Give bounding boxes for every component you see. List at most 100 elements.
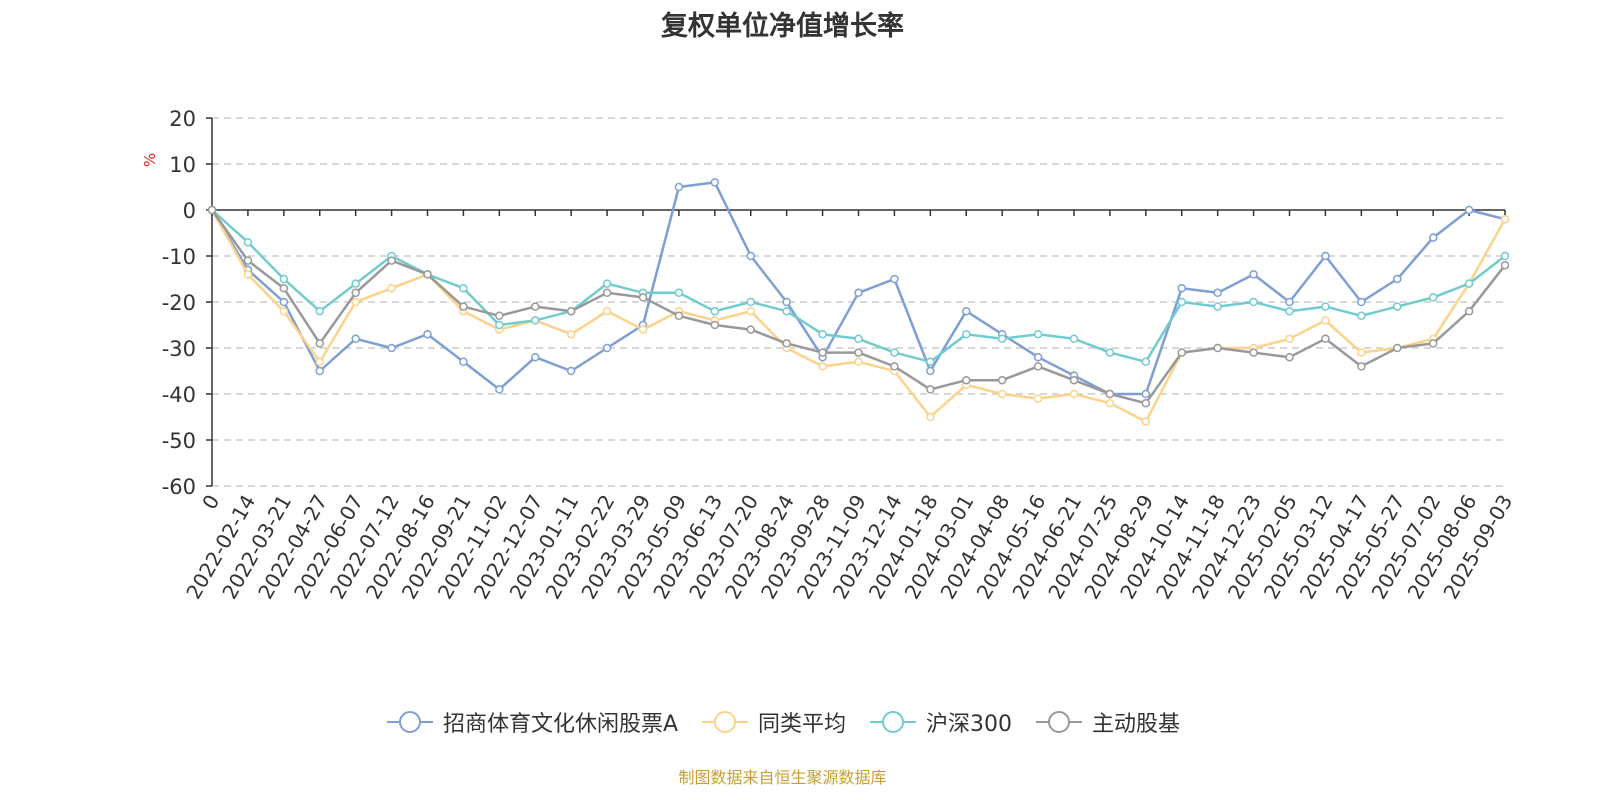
data-point[interactable] — [279, 283, 289, 293]
data-point[interactable] — [531, 352, 540, 362]
data-point[interactable] — [1285, 334, 1294, 344]
data-point[interactable] — [1213, 343, 1222, 353]
data-point[interactable] — [1213, 288, 1222, 298]
data-point[interactable] — [1321, 302, 1330, 311]
data-point[interactable] — [602, 288, 612, 298]
data-point[interactable] — [279, 306, 289, 316]
data-point[interactable] — [997, 375, 1007, 385]
data-point[interactable] — [674, 311, 684, 321]
data-point[interactable] — [423, 270, 432, 279]
data-point[interactable] — [854, 357, 863, 367]
data-point[interactable] — [782, 339, 791, 348]
data-point[interactable] — [1321, 334, 1330, 344]
data-point[interactable] — [566, 306, 576, 316]
data-point[interactable] — [818, 329, 827, 339]
data-point[interactable] — [962, 306, 971, 316]
data-point[interactable] — [638, 325, 648, 334]
data-point[interactable] — [1321, 251, 1330, 261]
data-point[interactable] — [1357, 311, 1366, 321]
data-point[interactable] — [315, 366, 324, 376]
data-point[interactable] — [710, 320, 720, 330]
data-point[interactable] — [926, 366, 935, 376]
data-point[interactable] — [926, 357, 935, 367]
data-point[interactable] — [997, 334, 1007, 344]
data-point[interactable] — [459, 302, 468, 311]
data-point[interactable] — [1033, 329, 1043, 339]
data-point[interactable] — [531, 316, 540, 325]
data-point[interactable] — [926, 412, 935, 422]
legend-item-3[interactable]: 主动股基 — [1034, 706, 1180, 738]
data-point[interactable] — [1177, 283, 1186, 293]
data-point[interactable] — [782, 297, 791, 307]
data-point[interactable] — [1141, 398, 1151, 408]
data-point[interactable] — [1069, 334, 1079, 344]
data-point[interactable] — [495, 311, 504, 321]
data-point[interactable] — [1500, 260, 1510, 270]
data-point[interactable] — [1357, 348, 1366, 357]
data-point[interactable] — [1321, 316, 1330, 325]
data-point[interactable] — [1033, 362, 1043, 371]
data-point[interactable] — [243, 237, 253, 247]
data-point[interactable] — [890, 362, 899, 371]
data-point[interactable] — [710, 306, 720, 316]
data-point[interactable] — [890, 274, 899, 284]
data-point[interactable] — [602, 306, 612, 316]
data-point[interactable] — [818, 348, 827, 357]
data-point[interactable] — [782, 306, 791, 316]
data-point[interactable] — [351, 297, 360, 307]
data-point[interactable] — [962, 329, 971, 339]
data-point[interactable] — [1141, 389, 1151, 399]
data-point[interactable] — [1393, 343, 1402, 353]
data-point[interactable] — [495, 320, 504, 330]
data-point[interactable] — [1249, 348, 1258, 357]
data-point[interactable] — [1464, 279, 1474, 288]
data-point[interactable] — [459, 357, 468, 367]
data-point[interactable] — [387, 283, 396, 293]
data-point[interactable] — [387, 343, 396, 353]
data-point[interactable] — [1105, 348, 1115, 357]
data-point[interactable] — [1500, 251, 1510, 261]
data-point[interactable] — [1069, 389, 1079, 399]
data-point[interactable] — [1213, 302, 1222, 311]
data-point[interactable] — [1285, 306, 1294, 316]
data-point[interactable] — [315, 306, 324, 316]
data-point[interactable] — [1500, 214, 1510, 224]
data-point[interactable] — [1141, 417, 1151, 426]
data-point[interactable] — [1105, 389, 1115, 399]
data-point[interactable] — [854, 348, 863, 357]
data-point[interactable] — [1393, 274, 1402, 284]
data-point[interactable] — [315, 339, 324, 348]
data-point[interactable] — [746, 297, 755, 307]
data-point[interactable] — [746, 325, 755, 334]
data-point[interactable] — [1464, 205, 1474, 215]
data-point[interactable] — [854, 288, 863, 298]
data-point[interactable] — [674, 288, 684, 298]
data-point[interactable] — [602, 343, 612, 353]
data-point[interactable] — [566, 366, 576, 376]
data-point[interactable] — [207, 205, 217, 215]
data-point[interactable] — [602, 279, 612, 288]
legend-item-0[interactable]: 招商体育文化休闲股票A — [385, 706, 678, 738]
data-point[interactable] — [495, 385, 504, 394]
data-point[interactable] — [243, 270, 253, 279]
legend-item-2[interactable]: 沪深300 — [868, 706, 1012, 738]
data-point[interactable] — [459, 283, 468, 293]
data-point[interactable] — [1249, 270, 1258, 279]
data-point[interactable] — [1105, 398, 1115, 408]
data-point[interactable] — [746, 251, 755, 261]
data-point[interactable] — [1357, 297, 1366, 307]
data-point[interactable] — [890, 348, 899, 357]
data-point[interactable] — [962, 375, 971, 385]
data-point[interactable] — [1393, 302, 1402, 311]
data-point[interactable] — [926, 385, 935, 394]
data-point[interactable] — [1033, 352, 1043, 362]
data-point[interactable] — [1069, 375, 1079, 385]
data-point[interactable] — [1357, 362, 1366, 371]
data-point[interactable] — [1033, 394, 1043, 403]
data-point[interactable] — [566, 329, 576, 339]
data-point[interactable] — [854, 334, 863, 344]
data-point[interactable] — [1464, 306, 1474, 316]
data-point[interactable] — [638, 293, 648, 302]
data-point[interactable] — [1177, 297, 1186, 307]
data-point[interactable] — [818, 362, 827, 371]
